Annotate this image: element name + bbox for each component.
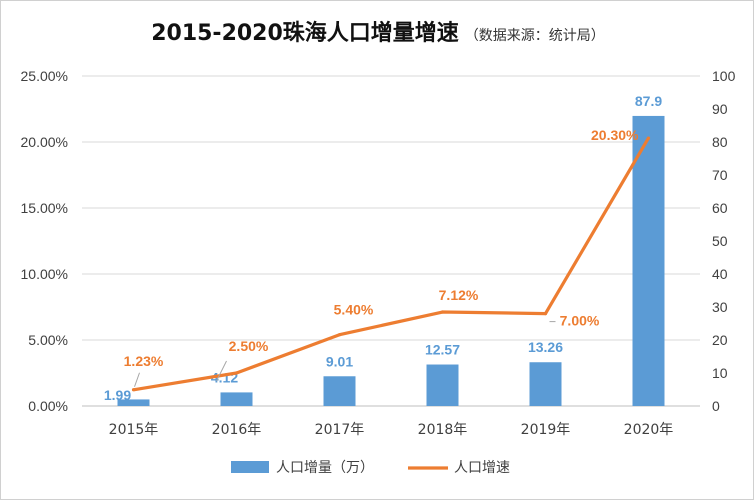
y-axis-left: 0.00% 5.00% 10.00% 15.00% 20.00% 25.00% [21,68,68,414]
y-right-tick-label: 50 [712,233,728,249]
x-tick-label: 2020年 [624,422,674,438]
x-tick-label: 2018年 [418,422,468,438]
line-point [543,312,548,316]
bar [632,115,665,407]
y-left-tick-label: 25.00% [21,68,68,84]
legend-label-line: 人口增速 [454,460,510,476]
line-value-label: 1.23% [124,353,164,369]
line-value-label: 7.12% [439,287,479,303]
y-right-tick-label: 10 [712,365,728,381]
line-point [234,371,239,375]
legend-label-bar: 人口增量（万） [276,460,374,476]
line-series: 1.23% 2.50% 5.40% 7.12% 7.00% 20.30% [124,127,651,392]
legend-swatch-bar [231,461,269,473]
y-right-tick-label: 80 [712,134,728,150]
y-left-tick-label: 20.00% [21,134,68,150]
chart-title-main: 2015-2020珠海人口增量增速 [151,20,459,46]
chart-title-source: （数据来源：统计局） [465,28,605,44]
y-right-tick-label: 60 [712,200,728,216]
y-left-tick-label: 10.00% [21,266,68,282]
x-tick-label: 2019年 [521,422,571,438]
line-value-label: 20.30% [591,127,639,143]
leader-line [134,372,140,387]
y-right-tick-label: 20 [712,332,728,348]
bar-value-label: 1.99 [104,387,131,403]
bar [529,362,562,406]
y-right-tick-label: 100 [712,68,736,84]
bar [323,376,356,406]
bar [117,399,150,406]
y-left-tick-label: 15.00% [21,200,68,216]
bar-value-label: 13.26 [528,339,563,355]
x-tick-label: 2016年 [212,422,262,438]
bar [426,364,459,406]
y-right-tick-label: 90 [712,101,728,117]
y-right-tick-label: 0 [712,398,720,414]
line-point [131,388,136,392]
y-axis-right: 0 10 20 30 40 50 60 70 80 90 100 [712,68,736,414]
y-left-tick-label: 5.00% [28,332,68,348]
bar-value-label: 87.9 [635,93,662,109]
y-right-tick-label: 40 [712,266,728,282]
x-axis: 2015年 2016年 2017年 2018年 2019年 2020年 [109,422,674,438]
y-right-tick-label: 30 [712,299,728,315]
line-point [646,136,651,140]
y-right-tick-label: 70 [712,167,728,183]
line-value-label: 2.50% [229,338,269,354]
x-tick-label: 2015年 [109,422,159,438]
chart-title: 2015-2020珠海人口增量增速 （数据来源：统计局） [151,20,605,46]
bar [220,392,253,406]
bar-value-label: 9.01 [326,353,353,369]
gridlines [82,75,700,407]
line-value-label: 7.00% [560,313,600,329]
x-tick-label: 2017年 [315,422,365,438]
line-path [133,137,650,392]
bar-value-label: 12.57 [425,342,460,358]
line-point [337,333,342,337]
line-value-label: 5.40% [334,302,374,318]
legend: 人口增量（万） 人口增速 [231,460,510,476]
leader-line [216,360,227,382]
y-left-tick-label: 0.00% [28,398,68,414]
line-point [440,310,445,314]
